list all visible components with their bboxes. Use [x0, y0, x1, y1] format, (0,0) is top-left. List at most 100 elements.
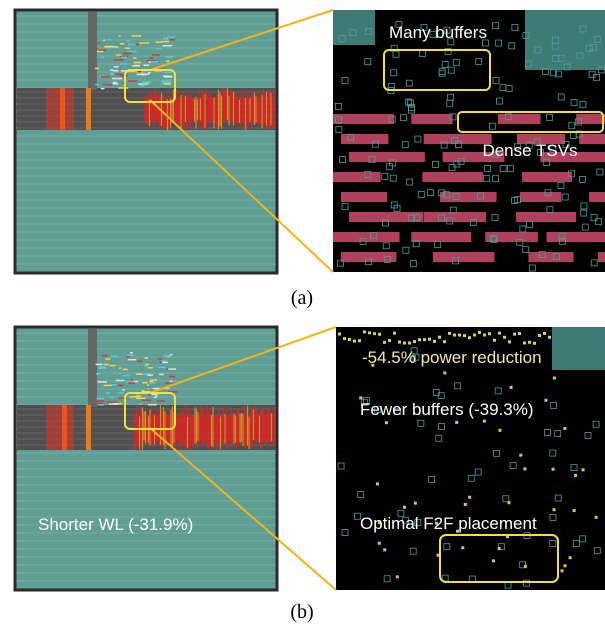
cell: [128, 80, 138, 82]
cell: [413, 340, 416, 343]
cell: [128, 359, 137, 361]
tsv: [341, 252, 396, 262]
macro: [552, 327, 605, 370]
cell: [165, 56, 173, 58]
cell: [513, 333, 516, 336]
cell: [97, 400, 105, 402]
cell: [423, 338, 426, 341]
cell: [134, 62, 142, 64]
cell: [396, 575, 399, 578]
cell: [103, 39, 105, 41]
tsv: [349, 212, 424, 222]
tsv: [589, 192, 605, 202]
cell: [99, 49, 105, 51]
cell: [508, 340, 511, 343]
cell: [488, 332, 491, 335]
cell: [473, 333, 476, 336]
cell: [518, 332, 521, 335]
cell: [498, 547, 501, 550]
cell: [385, 421, 388, 424]
cell: [563, 427, 566, 430]
cell: [117, 392, 123, 394]
tsv: [433, 252, 495, 262]
cell: [463, 334, 466, 337]
cell: [116, 54, 121, 56]
cell: [161, 81, 171, 83]
cell: [552, 468, 555, 471]
cell: [544, 399, 547, 402]
cell: [553, 508, 556, 511]
cell: [443, 371, 446, 374]
cell: [523, 467, 526, 470]
annotation: Many buffers: [389, 23, 487, 42]
cell: [170, 381, 173, 383]
cell: [97, 398, 104, 400]
cell: [98, 404, 104, 406]
cell: [353, 340, 356, 343]
cell: [343, 337, 346, 340]
cell: [147, 374, 153, 376]
tsv: [349, 152, 425, 162]
cell: [130, 352, 133, 354]
cell: [148, 72, 150, 74]
cell: [408, 342, 411, 345]
cell: [464, 503, 467, 506]
cell: [403, 506, 406, 509]
cell: [112, 78, 122, 80]
tsv: [411, 232, 471, 242]
cell: [573, 509, 576, 512]
cell: [110, 73, 114, 75]
tsv: [579, 134, 605, 144]
cell: [142, 382, 148, 384]
cell: [126, 40, 130, 42]
cell: [159, 374, 164, 376]
cell: [455, 421, 458, 424]
cell: [498, 332, 501, 335]
column: [88, 329, 97, 407]
cell: [543, 332, 546, 335]
cell: [468, 336, 471, 339]
tsv: [333, 172, 381, 182]
cell: [113, 59, 123, 61]
cell: [140, 85, 144, 87]
tsv: [516, 212, 576, 222]
cell: [162, 362, 168, 364]
cell: [498, 429, 501, 432]
cell: [524, 565, 527, 568]
tsv: [341, 192, 387, 202]
annotation: Fewer buffers (-39.3%): [360, 400, 534, 419]
cell: [433, 340, 436, 343]
cell: [458, 334, 461, 337]
cell: [144, 365, 148, 367]
cell: [147, 388, 149, 390]
tsv: [341, 134, 388, 144]
cell: [359, 396, 362, 399]
cell: [97, 51, 103, 53]
cell: [363, 330, 366, 333]
tsv: [411, 114, 452, 124]
cell: [127, 51, 136, 53]
cell: [114, 66, 119, 68]
cell: [483, 420, 486, 423]
cell: [136, 398, 145, 400]
cell: [164, 83, 171, 85]
tsv: [598, 252, 605, 262]
route: [86, 88, 91, 130]
cell: [564, 564, 567, 567]
cell: [373, 332, 376, 335]
cell: [95, 68, 99, 70]
cell: [104, 385, 112, 387]
cell: [443, 340, 446, 343]
cell: [582, 468, 585, 471]
cell: [538, 334, 541, 337]
annotation: Shorter WL (-31.9%): [38, 515, 193, 534]
cell: [109, 396, 114, 398]
cell: [133, 57, 137, 59]
cell: [95, 84, 99, 86]
cell: [137, 71, 141, 73]
cell: [453, 334, 456, 337]
cell: [388, 339, 391, 342]
cell: [121, 57, 127, 59]
cell: [112, 46, 119, 48]
figure: Many buffers Dense TSVs (a) Shorter WL (…: [0, 0, 605, 627]
